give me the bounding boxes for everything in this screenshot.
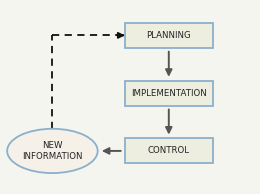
FancyBboxPatch shape (125, 81, 213, 106)
Ellipse shape (7, 129, 98, 173)
Text: NEW
INFORMATION: NEW INFORMATION (22, 141, 83, 161)
FancyBboxPatch shape (125, 23, 213, 48)
Text: CONTROL: CONTROL (148, 146, 190, 155)
FancyBboxPatch shape (125, 138, 213, 164)
Text: IMPLEMENTATION: IMPLEMENTATION (131, 89, 207, 98)
Text: PLANNING: PLANNING (146, 31, 191, 40)
